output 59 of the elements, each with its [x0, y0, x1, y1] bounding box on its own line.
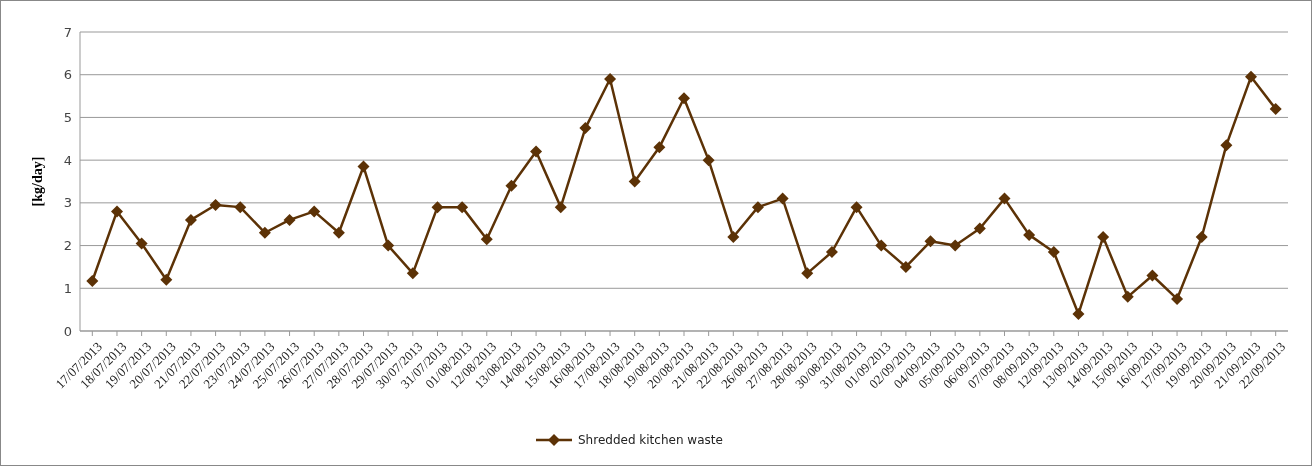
point — [234, 201, 247, 214]
point — [653, 141, 666, 154]
point — [160, 273, 173, 286]
point — [949, 239, 962, 252]
point — [579, 122, 592, 135]
y-tick-label: 3 — [63, 195, 72, 211]
point — [678, 92, 690, 105]
point — [505, 179, 518, 192]
point — [86, 275, 99, 288]
y-tick-label: 6 — [63, 67, 72, 83]
point — [332, 226, 345, 239]
point — [406, 267, 419, 280]
point — [1146, 269, 1159, 282]
y-tick-label: 1 — [63, 280, 72, 296]
point — [825, 245, 838, 258]
point — [751, 201, 764, 214]
point — [973, 222, 986, 235]
point — [110, 205, 123, 218]
point — [357, 160, 370, 173]
point — [899, 260, 912, 273]
point — [258, 226, 271, 239]
point — [456, 201, 469, 214]
y-axis-title: [kg/day] — [30, 156, 45, 207]
point — [628, 175, 641, 188]
point — [1269, 102, 1282, 115]
point — [308, 205, 321, 218]
y-tick-label: 5 — [63, 109, 72, 125]
point — [1220, 139, 1233, 152]
point — [1121, 290, 1134, 303]
point — [184, 213, 197, 226]
point — [1171, 292, 1184, 305]
point — [382, 239, 395, 252]
point — [135, 237, 148, 250]
point — [480, 233, 493, 246]
y-tick-label: 2 — [63, 238, 72, 254]
point — [727, 231, 740, 244]
point — [1097, 231, 1110, 244]
point — [924, 235, 937, 248]
point — [554, 201, 567, 214]
point — [530, 145, 543, 158]
point — [431, 201, 444, 214]
point — [1047, 245, 1060, 258]
y-tick-label: 4 — [63, 152, 72, 168]
point — [776, 192, 789, 205]
point — [283, 213, 296, 226]
point — [209, 198, 222, 211]
point — [1195, 231, 1208, 244]
y-tick-label: 0 — [63, 323, 72, 339]
point — [801, 267, 814, 280]
point — [998, 192, 1011, 205]
point — [850, 201, 863, 214]
point — [702, 154, 715, 167]
legend-label: Shredded kitchen waste — [578, 433, 723, 448]
point — [1245, 70, 1258, 83]
point — [1072, 307, 1085, 320]
point — [604, 72, 617, 85]
y-tick-label: 7 — [63, 24, 72, 40]
point — [875, 239, 888, 252]
point — [1023, 228, 1036, 241]
